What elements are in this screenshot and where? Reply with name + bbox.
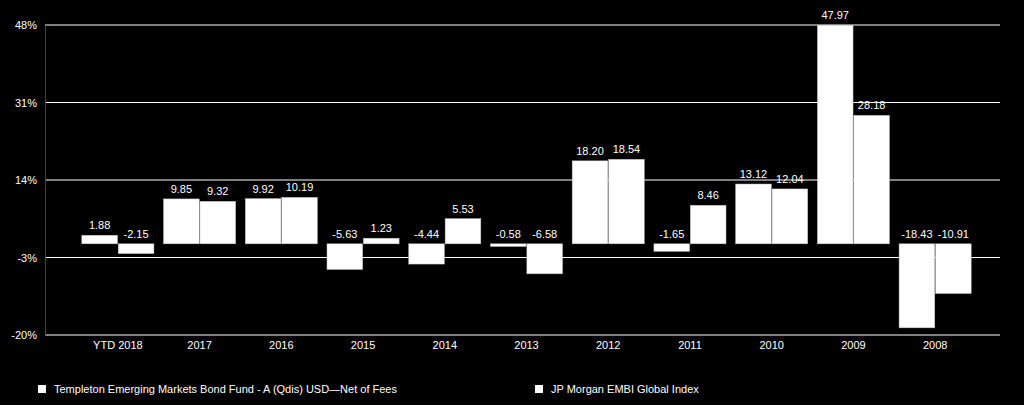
bar	[527, 244, 563, 274]
bar	[327, 244, 363, 270]
tick: 2010	[759, 335, 783, 351]
bar	[82, 235, 118, 244]
legend-swatch	[535, 385, 543, 393]
bar	[899, 244, 935, 328]
tick: 2012	[596, 335, 620, 351]
data-label: 18.54	[613, 143, 641, 155]
tick-label: 48%	[15, 19, 37, 31]
bar	[409, 244, 445, 264]
data-label: -2.15	[124, 228, 149, 240]
legend-item: Templeton Emerging Markets Bond Fund - A…	[38, 383, 397, 395]
grid	[45, 25, 1000, 335]
tick-label: 2014	[433, 339, 457, 351]
data-label: 47.97	[821, 9, 849, 21]
tick: YTD 2018	[93, 335, 143, 351]
tick: 31%	[15, 97, 45, 109]
grid-line	[45, 335, 1000, 336]
grid-line	[45, 102, 1000, 103]
data-label: 8.46	[697, 189, 718, 201]
tick: 48%	[15, 19, 45, 31]
tick-label: 2010	[759, 339, 783, 351]
bar	[282, 197, 318, 243]
tick-label: 31%	[15, 97, 37, 109]
tick: -3%	[17, 252, 45, 264]
tick: -20%	[11, 329, 45, 341]
data-label: 18.20	[576, 145, 604, 157]
tick-label: YTD 2018	[93, 339, 143, 351]
tick-label: 2013	[514, 339, 538, 351]
tick-label: -3%	[17, 252, 37, 264]
bar	[164, 199, 200, 244]
axis-line	[45, 26, 46, 336]
data-label: 12.04	[776, 173, 804, 185]
data-label: 1.88	[89, 219, 110, 231]
tick-label: 2012	[596, 339, 620, 351]
tick: 2017	[187, 335, 211, 351]
data-labels: 1.88 9.85 9.92 -5.63 -4.44 -0.58 18.20 -1.65 13.…	[89, 9, 969, 240]
data-label: 13.12	[740, 168, 768, 180]
bar	[572, 161, 608, 244]
data-label: 9.32	[207, 185, 228, 197]
legend-label: Templeton Emerging Markets Bond Fund - A…	[54, 383, 397, 395]
data-label: 1.23	[371, 222, 392, 234]
tick-label: -20%	[11, 329, 37, 341]
legend-item: JP Morgan EMBI Global Index	[535, 383, 699, 395]
bar	[772, 189, 808, 244]
data-label: -0.58	[496, 228, 521, 240]
tick: 2014	[433, 335, 457, 351]
y-axis: -20% -3% 14% 31% 48%	[11, 19, 45, 341]
tick-label: 2017	[187, 339, 211, 351]
tick-label: 2011	[678, 339, 702, 351]
bar	[200, 201, 236, 243]
data-label: 28.18	[858, 99, 886, 111]
tick: 2011	[678, 335, 702, 351]
data-label: -4.44	[414, 228, 439, 240]
tick: 2013	[514, 335, 538, 351]
tick-label: 2008	[923, 339, 947, 351]
legend-swatch	[38, 385, 46, 393]
chart: -20% -3% 14% 31% 48% YTD 2018 2017 2016 2015 2014…	[0, 0, 1024, 405]
tick-label: 2009	[841, 339, 865, 351]
bar	[363, 238, 399, 244]
bar	[854, 115, 890, 243]
data-label: -1.65	[659, 228, 684, 240]
bar	[690, 205, 726, 244]
tick-label: 14%	[15, 174, 37, 186]
bar	[936, 244, 972, 294]
tick: 2008	[923, 335, 947, 351]
bar	[736, 184, 772, 244]
data-label: 9.85	[171, 183, 192, 195]
grid-line	[45, 25, 1000, 26]
tick: 2015	[351, 335, 375, 351]
bar	[445, 219, 481, 244]
bar	[245, 199, 281, 244]
legend-label: JP Morgan EMBI Global Index	[551, 383, 699, 395]
tick: 2009	[841, 335, 865, 351]
data-label: 5.53	[452, 203, 473, 215]
bar	[654, 244, 690, 252]
data-label: -6.58	[532, 228, 557, 240]
tick: 2016	[269, 335, 293, 351]
bar	[490, 244, 526, 247]
data-label: -18.43	[901, 228, 932, 240]
bar	[118, 244, 154, 254]
data-label: 9.92	[252, 183, 273, 195]
x-axis: YTD 2018 2017 2016 2015 2014 2013 2012 2011 2010…	[93, 335, 947, 351]
data-label: -10.91	[938, 228, 969, 240]
bar	[609, 159, 645, 244]
data-label: 10.19	[286, 181, 314, 193]
legend: Templeton Emerging Markets Bond Fund - A…	[38, 383, 699, 395]
data-label: -5.63	[332, 228, 357, 240]
tick: 14%	[15, 174, 45, 186]
bar	[817, 25, 853, 244]
grid-line	[45, 257, 1000, 258]
tick-label: 2015	[351, 339, 375, 351]
tick-label: 2016	[269, 339, 293, 351]
bars	[82, 25, 971, 328]
